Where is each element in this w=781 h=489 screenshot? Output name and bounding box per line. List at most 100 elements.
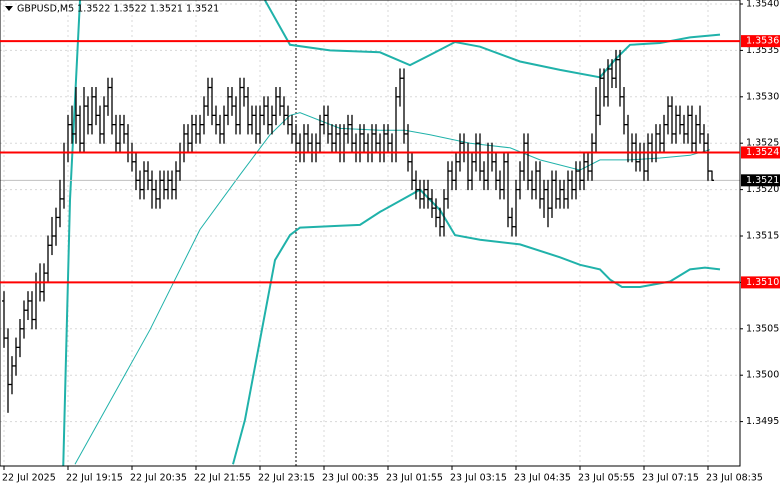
ohlc-bar xyxy=(278,87,282,116)
ohlc-bar xyxy=(330,124,334,153)
ohlc-bar xyxy=(454,151,458,191)
ohlc-bar xyxy=(690,105,694,153)
ohlc-bar xyxy=(106,77,110,116)
band-line xyxy=(232,188,721,465)
band-line xyxy=(62,0,721,466)
ohlc-bar xyxy=(530,170,534,200)
ohlc-bar xyxy=(286,105,290,135)
ohlc-bar xyxy=(122,114,126,144)
ohlc-bar xyxy=(414,170,418,200)
ohlc-bar xyxy=(578,161,582,191)
ohlc-bar xyxy=(362,124,366,153)
ohlc-bar xyxy=(18,319,22,358)
ohlc-bar xyxy=(694,114,698,153)
ohlc-bar xyxy=(170,170,174,200)
ohlc-bar xyxy=(562,179,566,209)
level-label: 1.3524 xyxy=(746,147,779,158)
ohlc-bar xyxy=(154,179,158,209)
ohlc-bar xyxy=(386,124,390,153)
ohlc-bar xyxy=(506,151,510,228)
ohlc-bar xyxy=(702,124,706,153)
ohlc-bar xyxy=(326,105,330,144)
level-label: 1.3510 xyxy=(746,277,779,288)
ohlc-bar xyxy=(406,124,410,172)
ohlc-bar xyxy=(262,96,266,126)
ohlc-bar xyxy=(554,170,558,209)
level-label: 1.3536 xyxy=(746,36,779,47)
x-tick-label: 22 Jul 23:15 xyxy=(258,473,315,484)
ohlc-bar xyxy=(82,87,86,153)
ohlc-bar xyxy=(86,96,90,135)
menu-arrow[interactable] xyxy=(5,6,13,11)
ohlc-bar xyxy=(566,170,570,209)
ohlc-bar xyxy=(538,161,542,209)
y-tick-label: 1.3535 xyxy=(746,45,779,56)
ohlc-bar xyxy=(162,170,166,200)
ohlc-bar xyxy=(22,300,26,339)
ohlc-bar xyxy=(410,151,414,191)
ohlc-bar xyxy=(254,105,258,144)
ohlc-bar xyxy=(46,235,50,283)
x-tick-label: 23 Jul 04:35 xyxy=(514,473,571,484)
ohlc-bar xyxy=(78,105,82,153)
ohlc-bar xyxy=(186,124,190,153)
y-tick-label: 1.3495 xyxy=(746,416,779,427)
level-label-bg xyxy=(741,276,780,289)
x-tick-label: 23 Jul 03:15 xyxy=(450,473,507,484)
plot-layer xyxy=(0,0,740,466)
ohlc-bar xyxy=(514,179,518,237)
ohlc-bar xyxy=(430,189,434,218)
x-tick-label: 23 Jul 08:35 xyxy=(706,473,763,484)
ohlc-bar xyxy=(658,124,662,153)
ohlc-bar xyxy=(582,151,586,191)
ohlc-bar xyxy=(586,151,590,181)
ohlc-bar xyxy=(250,105,254,135)
ohlc-bar xyxy=(98,105,102,144)
ohlc-bar xyxy=(146,161,150,191)
ohlc-bar xyxy=(534,161,538,200)
ohlc-bar xyxy=(674,105,678,144)
ohlc-bar xyxy=(426,179,430,209)
ohlc-bar xyxy=(402,68,406,144)
plot-frame xyxy=(0,0,741,467)
ohlc-bar xyxy=(2,291,6,348)
x-tick-label: 22 Jul 21:55 xyxy=(194,473,251,484)
ohlc-bar xyxy=(346,114,350,144)
ohlc-bar xyxy=(590,133,594,181)
ohlc-bar xyxy=(218,114,222,144)
ohlc-bar xyxy=(482,161,486,191)
ohlc-bar xyxy=(246,87,250,135)
ohlc-bar xyxy=(274,87,278,126)
ohlc-bar xyxy=(646,133,650,181)
ohlc-bar xyxy=(318,114,322,153)
band-line xyxy=(74,112,711,465)
ohlc-bar xyxy=(478,133,482,181)
ohlc-bar xyxy=(238,77,242,135)
ohlc-bar xyxy=(94,87,98,126)
x-tick-label: 22 Jul 19:15 xyxy=(66,473,123,484)
x-tick-label: 23 Jul 01:55 xyxy=(386,473,443,484)
ohlc-bar xyxy=(282,96,286,126)
ohlc-bar xyxy=(682,114,686,144)
ohlc-bar xyxy=(422,179,426,209)
ohlc-bar xyxy=(158,170,162,209)
ohlc-bar xyxy=(666,96,670,135)
ohlc-bar xyxy=(294,124,298,153)
ohlc-bar xyxy=(306,124,310,153)
ohlc-bar xyxy=(510,207,514,237)
ohlc-bar xyxy=(198,114,202,144)
ohlc-bar xyxy=(518,161,522,200)
x-tick-label: 22 Jul 2025 xyxy=(2,473,56,484)
ohlc-bar xyxy=(598,68,602,126)
ohlc-bar xyxy=(266,96,270,135)
ohlc-bar xyxy=(622,87,626,135)
ohlc-bar xyxy=(134,151,138,191)
ohlc-bar xyxy=(498,170,502,200)
ohlc-bar xyxy=(74,87,78,144)
ohlc-bar xyxy=(234,96,238,135)
current-price-label-bg xyxy=(741,174,780,187)
ohlc-bar xyxy=(526,133,530,191)
ohlc-bar xyxy=(322,105,326,135)
ohlc-bar xyxy=(30,291,34,330)
